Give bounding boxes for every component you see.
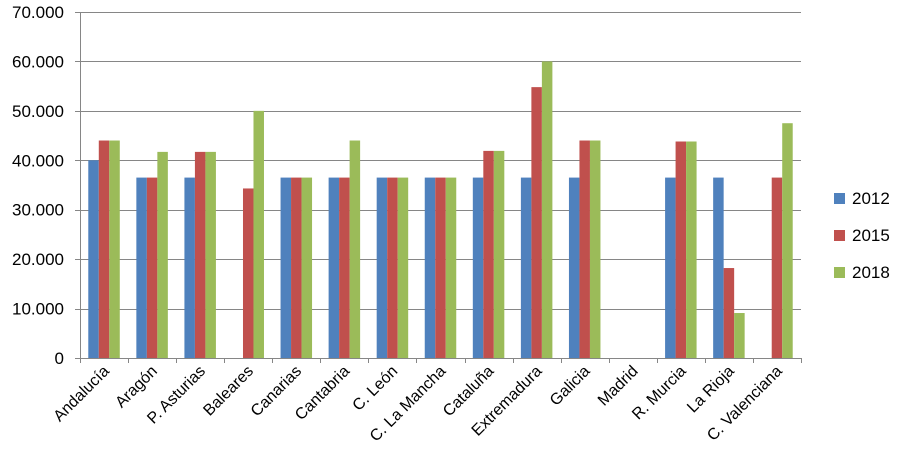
legend-label-2018: 2018 [852, 263, 890, 282]
bar-2012 [665, 177, 676, 358]
x-tick-label: Andalucía [51, 363, 113, 425]
y-tick-label: 50.000 [12, 102, 64, 121]
bar-2015 [579, 140, 590, 358]
bar-2012 [328, 177, 340, 358]
bar-2018 [445, 177, 457, 358]
bar-2012 [424, 177, 436, 358]
bar-2018 [782, 123, 793, 358]
bar-2012 [280, 177, 292, 358]
legend-label-2015: 2015 [852, 226, 890, 245]
x-tick-label: Aragón [112, 363, 161, 412]
bar-2018 [397, 177, 409, 358]
bar-2012 [568, 177, 580, 358]
bar-2018 [541, 61, 553, 359]
y-tick-label: 0 [55, 349, 64, 368]
bar-2018 [493, 150, 505, 358]
x-tick-label: Galicia [547, 363, 594, 410]
bar-2018 [157, 151, 168, 358]
y-tick-label: 30.000 [12, 201, 64, 220]
bar-2018 [734, 313, 745, 358]
y-tick-label: 20.000 [12, 250, 64, 269]
bar-2012 [713, 177, 724, 358]
bar-2018 [253, 110, 264, 358]
axes [75, 12, 802, 363]
bar-2015 [194, 151, 206, 358]
bar-2015 [387, 177, 398, 358]
bar-2015 [291, 177, 302, 358]
y-tick-label: 60.000 [12, 52, 64, 71]
y-tick-label: 40.000 [12, 151, 64, 170]
bar-2018 [589, 140, 601, 358]
bar-2015 [531, 87, 542, 358]
bar-2012 [472, 177, 484, 358]
x-tick-label: Madrid [595, 363, 642, 410]
bar-2018 [205, 151, 216, 358]
legend-label-2012: 2012 [852, 189, 890, 208]
bar-2015 [723, 268, 735, 358]
bar-2018 [349, 140, 361, 358]
bar-2015 [675, 141, 687, 358]
bar-2015 [339, 177, 350, 358]
bars [88, 61, 793, 359]
x-tick-label: Baleares [200, 363, 257, 420]
bar-2012 [88, 160, 99, 358]
bar-2015 [146, 177, 158, 358]
bar-2015 [771, 177, 783, 358]
bar-2015 [242, 188, 254, 358]
legend-swatch-2012 [834, 193, 845, 204]
y-tick-label: 10.000 [12, 300, 64, 319]
bar-2012 [376, 177, 388, 358]
bar-2015 [435, 177, 446, 358]
y-tick-labels: 0 10.000 20.000 30.000 40.000 50.000 60.000 70.… [12, 3, 64, 368]
bar-2015 [483, 150, 494, 358]
bar-2018 [109, 140, 120, 358]
bar-2015 [98, 140, 110, 358]
bar-2012 [184, 177, 195, 358]
legend-swatch-2015 [834, 230, 845, 241]
legend-swatch-2018 [834, 267, 845, 278]
bar-2012 [520, 177, 532, 358]
legend: 2012 2015 2018 [834, 189, 890, 282]
bar-2012 [136, 177, 147, 358]
bar-2018 [301, 177, 313, 358]
y-tick-label: 70.000 [12, 3, 64, 22]
bar-2018 [686, 141, 697, 358]
